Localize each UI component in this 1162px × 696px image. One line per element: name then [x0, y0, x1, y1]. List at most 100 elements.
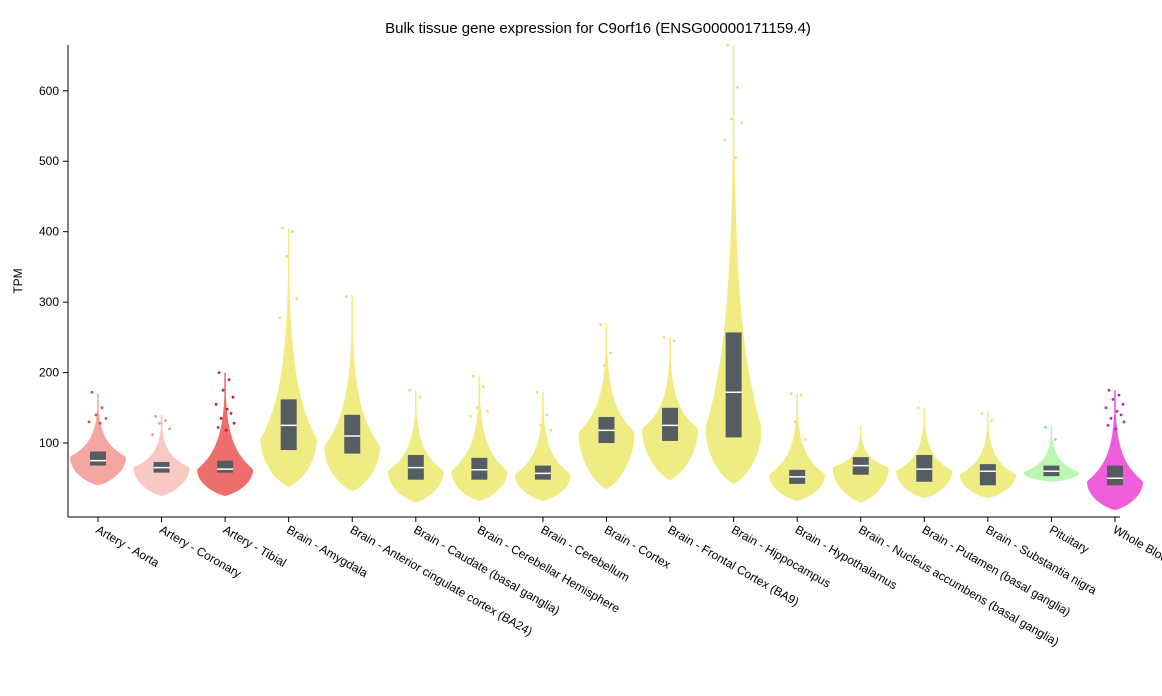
violin-shape	[324, 295, 381, 491]
violin-shape	[260, 228, 318, 487]
outlier-point	[216, 426, 220, 429]
outlier-point	[295, 297, 299, 300]
outlier-point	[291, 230, 295, 234]
outlier-point	[1111, 398, 1115, 401]
iqr-box	[471, 457, 488, 480]
outlier-point	[229, 412, 233, 415]
iqr-box	[725, 332, 742, 438]
outlier-point	[726, 43, 729, 47]
outlier-point	[486, 409, 489, 413]
outlier-point	[916, 406, 920, 410]
outlier-point	[224, 428, 228, 432]
violin-shape	[1023, 425, 1080, 482]
violin-shape	[70, 393, 126, 486]
outlier-point	[603, 364, 606, 367]
x-tick-label: Brain - Substantia nigra	[983, 522, 1099, 597]
x-tick-label: Whole Blood	[1111, 522, 1162, 568]
outlier-point	[740, 121, 743, 124]
outlier-point	[1104, 406, 1108, 410]
outlier-point	[344, 295, 348, 298]
iqr-box	[1107, 465, 1123, 486]
violin-group	[515, 390, 571, 522]
x-tick-label: Artery - Aorta	[94, 522, 162, 570]
outlier-point	[227, 378, 231, 381]
outlier-point	[730, 117, 733, 121]
outlier-point	[214, 402, 218, 406]
outlier-point	[609, 351, 612, 355]
violin-group	[197, 371, 254, 522]
outlier-point	[232, 421, 236, 425]
violin-shape	[387, 390, 444, 503]
x-tick-label: Brain - Hypothalamus	[793, 522, 900, 592]
y-tick-label: 200	[39, 366, 59, 380]
violin-shape	[705, 45, 762, 484]
outlier-point	[281, 226, 285, 230]
outlier-point	[219, 417, 223, 420]
violin-group	[70, 390, 126, 522]
outlier-point	[793, 420, 797, 424]
outlier-point	[476, 406, 479, 410]
x-tick-label: Pituitary	[1047, 522, 1092, 556]
iqr-box	[662, 407, 679, 441]
outlier-point	[164, 419, 168, 422]
outlier-point	[90, 390, 94, 394]
outlier-point	[662, 336, 666, 339]
violin-shape	[959, 411, 1016, 498]
outlier-point	[1122, 420, 1126, 424]
violin-group	[705, 43, 762, 522]
outlier-point	[221, 388, 225, 392]
outlier-point	[217, 371, 221, 374]
violin-group	[896, 406, 953, 522]
outlier-point	[469, 414, 472, 418]
violin-group	[1087, 388, 1143, 522]
iqr-box	[90, 451, 106, 466]
outlier-point	[736, 85, 739, 89]
chart-title: Bulk tissue gene expression for C9orf16 …	[385, 20, 811, 37]
violin-group	[133, 414, 190, 522]
outlier-point	[539, 424, 543, 427]
outlier-point	[87, 420, 91, 424]
violin-group	[324, 295, 381, 522]
outlier-point	[1054, 438, 1057, 441]
violin-group	[578, 323, 635, 522]
outlier-point	[1106, 424, 1110, 427]
outlier-point	[1107, 388, 1111, 392]
violin-group	[832, 425, 890, 522]
outlier-point	[418, 395, 422, 399]
violin-group	[642, 336, 699, 522]
outlier-point	[100, 406, 104, 410]
outlier-point	[734, 156, 737, 160]
outlier-point	[803, 438, 807, 441]
outlier-point	[799, 393, 803, 397]
iqr-box	[217, 460, 234, 473]
violin-shape	[451, 376, 508, 501]
violin-shape	[133, 414, 190, 496]
outlier-point	[231, 395, 235, 399]
outlier-point	[789, 392, 793, 396]
violin-shape	[1087, 390, 1143, 510]
outlier-point	[1117, 393, 1121, 397]
y-tick-label: 400	[39, 225, 59, 239]
violin-group	[959, 411, 1016, 522]
outlier-point	[723, 138, 726, 142]
outlier-point	[599, 323, 602, 327]
iqr-box	[344, 414, 361, 454]
outlier-point	[168, 427, 172, 431]
outlier-point	[151, 433, 155, 436]
outlier-point	[549, 428, 553, 432]
outlier-point	[1044, 426, 1047, 429]
outlier-point	[472, 374, 475, 378]
outlier-point	[1114, 427, 1118, 431]
outlier-point	[1115, 409, 1119, 413]
y-axis-label: TPM	[11, 268, 25, 293]
violin-group	[769, 392, 826, 522]
outlier-point	[482, 385, 485, 389]
outlier-point	[104, 417, 108, 420]
violin-group	[1023, 425, 1080, 522]
violin-group	[451, 374, 508, 522]
outlier-point	[545, 413, 549, 417]
outlier-point	[285, 254, 289, 258]
outlier-point	[408, 388, 412, 392]
